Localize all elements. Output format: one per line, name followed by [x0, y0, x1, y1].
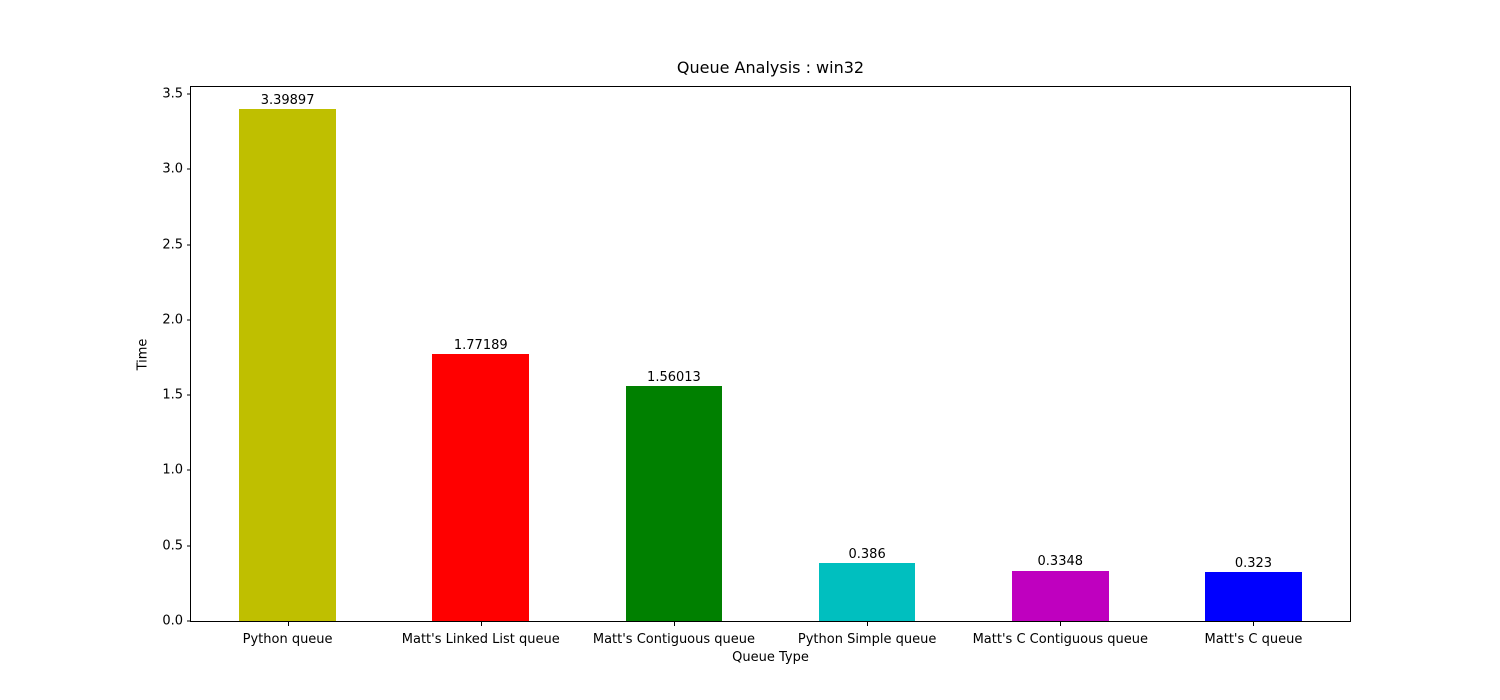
bar [625, 386, 723, 621]
chart-title: Queue Analysis : win32 [676, 58, 865, 77]
y-axis-label-container: Time [129, 86, 157, 622]
x-tick-label: Python queue [242, 632, 333, 648]
bar-slot: 0.323 Matt's C queue [1157, 87, 1350, 647]
x-tick-label: Matt's C queue [1204, 632, 1303, 648]
y-tick-label: 2.0 [162, 312, 183, 328]
x-tick-mark [867, 622, 869, 626]
bar-value-label: 1.56013 [647, 369, 701, 385]
bar-slot: 1.77189 Matt's Linked List queue [384, 87, 577, 647]
bars-container: 3.39897 Python queue 1.77189 Matt's Linked … [191, 87, 1350, 647]
y-tick-label: 2.5 [162, 237, 183, 253]
bar-slot: 0.386 Python Simple queue [771, 87, 964, 647]
y-tick-label: 0.0 [162, 613, 183, 629]
y-tick-mark [187, 394, 191, 396]
y-tick: 3.0 [162, 163, 191, 176]
bar [432, 354, 530, 621]
x-tick-mark [287, 622, 289, 626]
y-tick-mark [187, 168, 191, 170]
x-tick-mark [1060, 622, 1062, 626]
y-tick-mark [187, 93, 191, 95]
x-tick-label: Matt's C Contiguous queue [972, 632, 1148, 648]
y-axis-label: Time [135, 338, 151, 370]
bar-value-label: 3.39897 [260, 92, 315, 108]
y-axis-ticks: 0.0 0.5 1.0 1.5 2.0 2.5 3.0 3.5 [162, 87, 1350, 628]
y-tick: 2.0 [162, 313, 191, 326]
bar-value-label: 1.77189 [453, 337, 508, 353]
bar [239, 109, 336, 621]
y-tick-label: 0.5 [162, 538, 183, 554]
y-tick-label: 3.0 [162, 161, 183, 177]
y-tick-mark [187, 319, 191, 321]
y-tick-mark [187, 545, 191, 547]
x-tick-mark [480, 622, 482, 626]
bar-slot: 0.3348 Matt's C Contiguous queue [964, 87, 1157, 647]
bar [1011, 570, 1109, 621]
y-tick: 1.5 [162, 389, 191, 402]
y-tick: 2.5 [162, 238, 191, 251]
bar-slot: 1.56013 Matt's Contiguous queue [577, 87, 770, 647]
y-tick-label: 1.5 [162, 387, 183, 403]
x-tick-mark [1253, 622, 1255, 626]
bar-slot: 3.39897 Python queue [191, 87, 384, 647]
y-tick-mark [187, 469, 191, 471]
y-tick-label: 3.5 [162, 86, 183, 102]
y-tick: 0.5 [162, 539, 191, 552]
x-tick-label: Matt's Linked List queue [401, 632, 560, 648]
y-tick-mark [187, 620, 191, 622]
plot-area: 0.0 0.5 1.0 1.5 2.0 2.5 3.0 3.5 3.39897 Python q… [162, 86, 1351, 647]
y-tick-label: 1.0 [162, 462, 183, 478]
bar-value-label: 0.323 [1234, 556, 1273, 572]
bar-value-label: 0.386 [848, 546, 886, 562]
x-axis-label: Queue Type [732, 650, 809, 665]
x-tick-label: Python Simple queue [797, 632, 937, 648]
y-tick: 3.5 [162, 87, 191, 100]
y-tick: 0.0 [162, 615, 191, 628]
bar [818, 562, 916, 621]
bar-value-label: 0.3348 [1037, 554, 1084, 570]
y-tick: 1.0 [162, 464, 191, 477]
x-tick-mark [673, 622, 675, 626]
y-tick-mark [187, 244, 191, 246]
x-tick-label: Matt's Contiguous queue [592, 632, 756, 648]
bar [1205, 572, 1302, 621]
